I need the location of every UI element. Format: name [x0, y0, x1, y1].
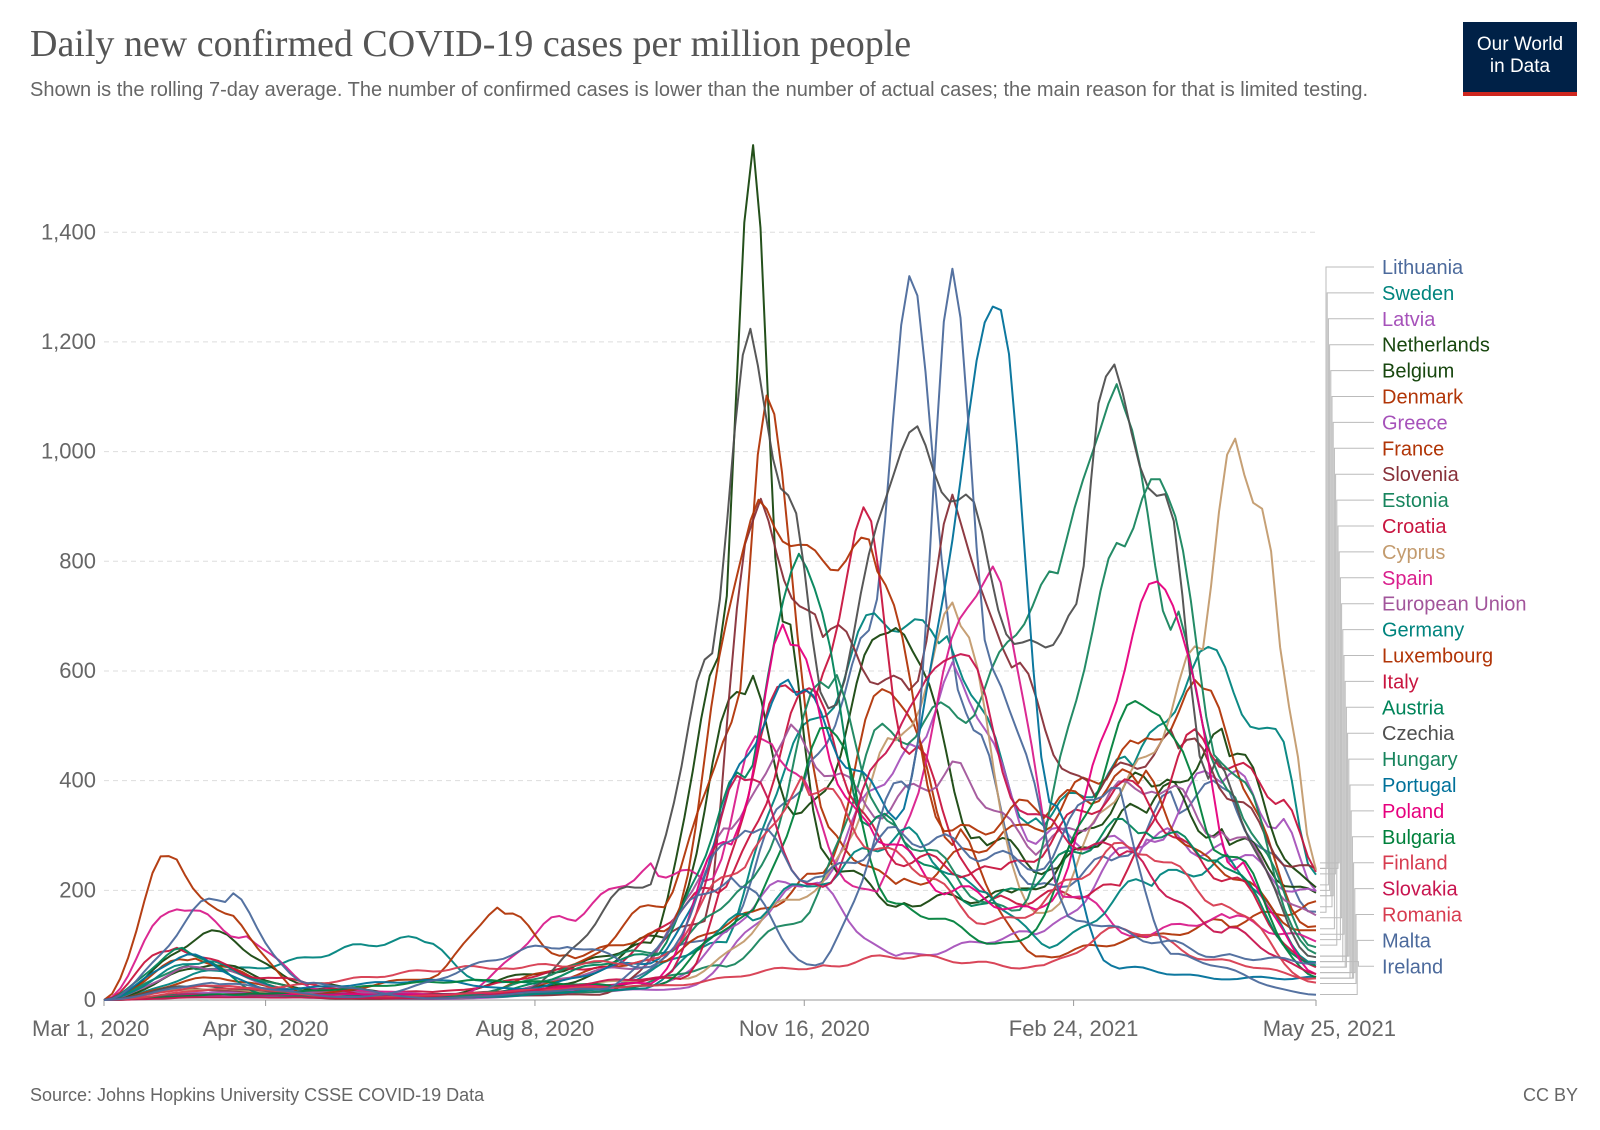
x-axis-tick-labels: Mar 1, 2020 Apr 30, 2020 Aug 8, 2020 Nov 16…: [32, 1000, 1396, 1041]
legend[interactable]: Lithuania Sweden Latvia Netherlands Belgium D…: [1320, 257, 1527, 996]
legend-label-finland[interactable]: Finland: [1382, 853, 1448, 875]
legend-connector: [1320, 473, 1374, 875]
x-tick-label: Nov 16, 2020: [739, 1016, 870, 1041]
legend-connector: [1320, 499, 1374, 946]
legend-label-sweden[interactable]: Sweden: [1382, 283, 1454, 305]
series-line-ireland[interactable]: [103, 267, 1317, 1001]
legend-label-slovenia[interactable]: Slovenia: [1382, 464, 1460, 486]
series-line-estonia[interactable]: [103, 383, 1317, 1001]
legend-label-italy[interactable]: Italy: [1382, 671, 1419, 693]
legend-connector: [1320, 939, 1374, 996]
legend-connector: [1320, 344, 1374, 891]
legend-connector: [1320, 914, 1374, 985]
y-tick-label: 800: [59, 548, 96, 573]
legend-connector: [1320, 421, 1374, 897]
gridlines: [104, 231, 1316, 1001]
x-tick-label: Feb 24, 2021: [1009, 1016, 1139, 1041]
legend-connector: [1320, 525, 1374, 869]
legend-label-poland[interactable]: Poland: [1382, 801, 1444, 823]
legend-label-cyprus[interactable]: Cyprus: [1382, 542, 1445, 564]
legend-label-germany[interactable]: Germany: [1382, 620, 1464, 642]
series-line-france[interactable]: [103, 394, 1317, 1001]
x-tick-label: Mar 1, 2020: [32, 1016, 149, 1041]
x-tick-label: Apr 30, 2020: [203, 1016, 329, 1041]
x-tick-label: Aug 8, 2020: [476, 1016, 595, 1041]
y-tick-label: 600: [59, 658, 96, 683]
legend-connector: [1320, 577, 1374, 941]
legend-connector: [1320, 318, 1374, 886]
legend-label-luxembourg[interactable]: Luxembourg: [1382, 646, 1493, 668]
legend-label-netherlands[interactable]: Netherlands: [1382, 335, 1490, 357]
x-tick-label: May 25, 2021: [1263, 1016, 1396, 1041]
legend-label-denmark[interactable]: Denmark: [1382, 387, 1464, 409]
legend-connector: [1320, 655, 1374, 935]
legend-connector: [1320, 447, 1374, 930]
legend-label-estonia[interactable]: Estonia: [1382, 490, 1450, 512]
legend-connector: [1320, 396, 1374, 908]
chart-title: Daily new confirmed COVID-19 cases per m…: [30, 23, 912, 65]
y-tick-label: 0: [84, 987, 96, 1012]
legend-label-romania[interactable]: Romania: [1382, 905, 1463, 927]
legend-connector: [1320, 758, 1374, 957]
legend-label-spain[interactable]: Spain: [1382, 568, 1433, 590]
series-line-lithuania[interactable]: [103, 275, 1317, 1001]
legend-connector: [1320, 961, 1374, 967]
legend-label-bulgaria[interactable]: Bulgaria: [1382, 827, 1456, 849]
series-line-malta[interactable]: [103, 786, 1317, 1001]
legend-label-belgium[interactable]: Belgium: [1382, 361, 1454, 383]
legend-label-france[interactable]: France: [1382, 438, 1444, 460]
legend-label-croatia[interactable]: Croatia: [1382, 516, 1447, 538]
legend-label-hungary[interactable]: Hungary: [1382, 749, 1458, 771]
series-line-hungary[interactable]: [103, 478, 1317, 1001]
logo-line-2: in Data: [1489, 56, 1551, 77]
legend-label-slovakia[interactable]: Slovakia: [1382, 879, 1458, 901]
series-lines: [103, 144, 1317, 1001]
legend-label-malta[interactable]: Malta: [1382, 930, 1432, 952]
y-tick-label: 1,200: [41, 329, 96, 354]
legend-connector: [1320, 551, 1374, 864]
y-tick-label: 400: [59, 768, 96, 793]
legend-connector: [1320, 266, 1374, 913]
logo-line-1: Our World: [1476, 34, 1564, 55]
y-tick-label: 1,000: [41, 439, 96, 464]
legend-label-european-union[interactable]: European Union: [1382, 594, 1527, 616]
y-axis-tick-labels: 0 200 400 600 800 1,000 1,200 1,400: [41, 219, 96, 1012]
series-line-bulgaria[interactable]: [103, 700, 1317, 1001]
chart-subtitle: Shown is the rolling 7-day average. The …: [30, 79, 1369, 101]
license-note[interactable]: CC BY: [1522, 1085, 1578, 1105]
legend-label-greece[interactable]: Greece: [1382, 412, 1448, 434]
series-line-belgium[interactable]: [103, 144, 1317, 1001]
y-tick-label: 200: [59, 877, 96, 902]
series-line-netherlands[interactable]: [103, 627, 1317, 1001]
legend-label-latvia[interactable]: Latvia: [1382, 309, 1436, 331]
legend-connector: [1320, 603, 1374, 919]
legend-connector: [1320, 862, 1374, 979]
legend-label-austria[interactable]: Austria: [1382, 697, 1445, 719]
legend-label-ireland[interactable]: Ireland: [1382, 956, 1443, 978]
legend-label-czechia[interactable]: Czechia: [1382, 723, 1455, 745]
legend-label-lithuania[interactable]: Lithuania: [1382, 257, 1464, 279]
y-tick-label: 1,400: [41, 219, 96, 244]
legend-connector: [1320, 888, 1374, 974]
owid-logo[interactable]: Our World in Data: [1463, 22, 1577, 96]
legend-label-portugal[interactable]: Portugal: [1382, 775, 1457, 797]
legend-connector: [1320, 706, 1374, 968]
source-note[interactable]: Source: Johns Hopkins University CSSE CO…: [30, 1085, 485, 1105]
